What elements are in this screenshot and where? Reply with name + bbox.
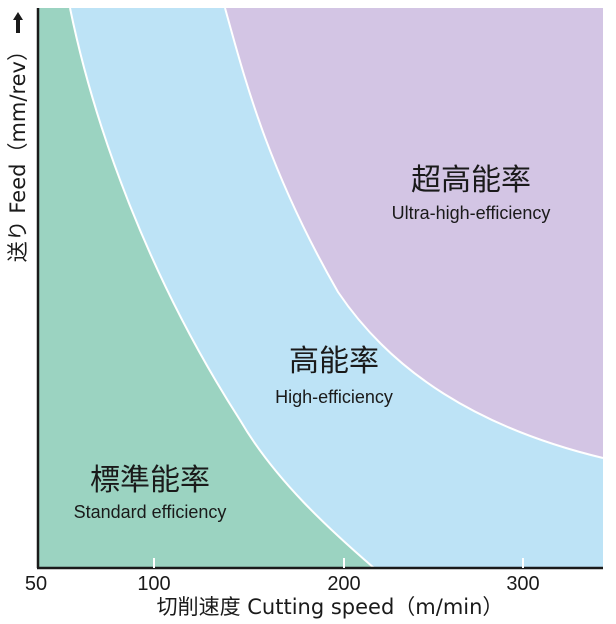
label-standard-efficiency-en: Standard efficiency <box>74 502 227 522</box>
label-ultra-high-efficiency-ja: 超高能率 <box>411 163 531 198</box>
x-tick-label-200: 200 <box>327 573 360 595</box>
x-tick-label-50: 50 <box>25 573 47 595</box>
label-standard-efficiency-ja: 標準能率 <box>90 463 210 498</box>
label-high-efficiency-ja: 高能率 <box>289 344 379 379</box>
x-tick-label-100: 100 <box>137 573 170 595</box>
x-tick-label-300: 300 <box>506 573 539 595</box>
boundary-curve-standard-high <box>69 7 375 569</box>
y-axis-title: 送り Feed（mm/rev） <box>6 40 30 262</box>
boundary-curve-high-ultra <box>224 7 604 459</box>
plot-area <box>38 7 604 569</box>
x-axis-title: 切削速度 Cutting speed（m/min） <box>157 595 504 619</box>
label-ultra-high-efficiency-en: Ultra-high-efficiency <box>392 203 551 223</box>
label-high-efficiency-en: High-efficiency <box>275 387 393 407</box>
region-standard-efficiency-area <box>38 8 374 568</box>
y-axis-arrow-icon <box>13 12 23 33</box>
